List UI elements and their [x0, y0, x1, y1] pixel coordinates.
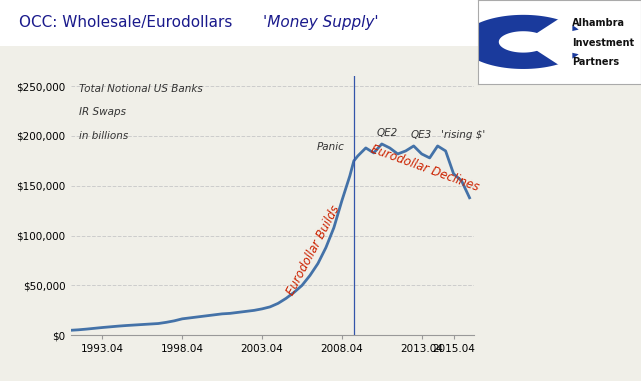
- Text: IR Swaps: IR Swaps: [79, 107, 126, 117]
- Text: Alhambra: Alhambra: [572, 18, 626, 29]
- Text: Eurodollar Declines: Eurodollar Declines: [369, 142, 481, 194]
- Text: Investment: Investment: [572, 38, 635, 48]
- Text: QE3: QE3: [410, 130, 432, 140]
- Text: 'rising $': 'rising $': [441, 130, 485, 140]
- Text: in billions: in billions: [79, 131, 128, 141]
- Text: Eurodollar Builds: Eurodollar Builds: [284, 203, 342, 298]
- Text: Total Notional US Banks: Total Notional US Banks: [79, 84, 203, 94]
- Text: Panic: Panic: [317, 142, 345, 152]
- Polygon shape: [462, 15, 579, 69]
- Text: Partners: Partners: [572, 57, 619, 67]
- Polygon shape: [523, 10, 572, 74]
- Text: 'Money Supply': 'Money Supply': [263, 15, 378, 30]
- Text: QE2: QE2: [377, 128, 398, 138]
- Text: OCC: Wholesale/Eurodollars: OCC: Wholesale/Eurodollars: [19, 15, 237, 30]
